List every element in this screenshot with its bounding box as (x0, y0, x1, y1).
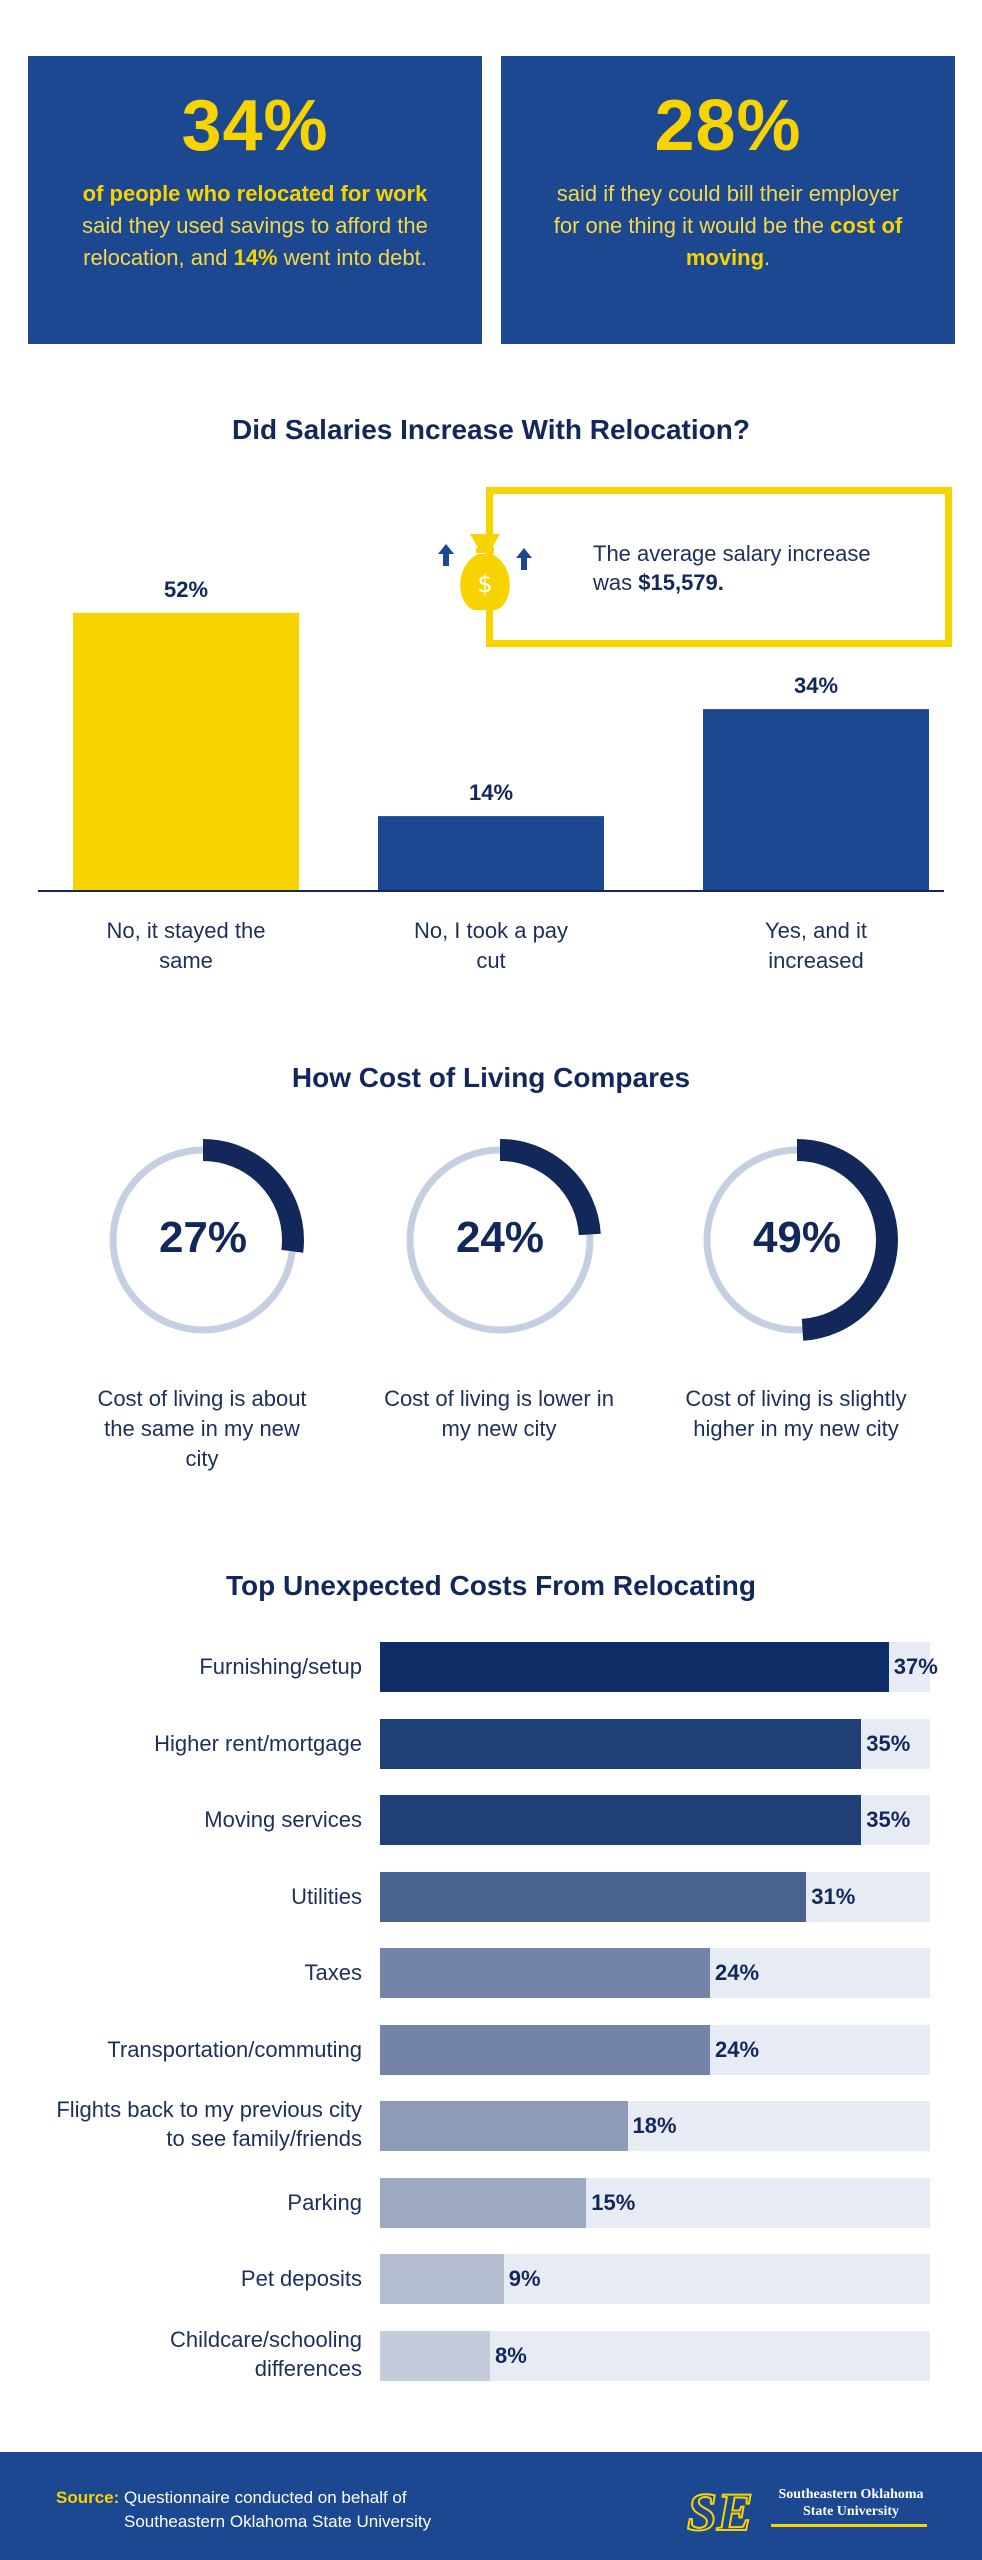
cost-category-label: Furnishing/setup (199, 1654, 362, 1679)
cost-bar (380, 1795, 862, 1845)
stat-savings-value: 34% (181, 86, 329, 166)
cost-percent: 15% (591, 2190, 636, 2215)
stat-savings-part-3: 14% (233, 245, 278, 270)
stat-bill-part-2: cost of moving (685, 213, 903, 270)
cost-category-label: Moving services (204, 1807, 362, 1832)
callout-value: $15,579. (638, 570, 724, 595)
donut-arc (102, 1139, 304, 1341)
salary-category-label: No, it stayed the same (106, 918, 266, 973)
se-monogram-letters: SE (687, 2482, 753, 2542)
donut-arc (399, 1139, 601, 1341)
logo-line-2: State University (802, 2504, 900, 2519)
cost-percent: 37% (893, 1654, 938, 1679)
cost-bar-track: 35% (380, 1719, 930, 1769)
footer: Source: Questionnaire conducted on behal… (0, 2452, 982, 2560)
cost-percent: 35% (866, 1731, 911, 1756)
cost-percent: 35% (866, 1807, 911, 1832)
cost-bar (380, 2254, 504, 2304)
cost-bar (380, 1948, 710, 1998)
salary-bar (378, 816, 604, 891)
stat-savings-part-2: said they used savings to afford the rel… (82, 213, 428, 270)
cost-bar (380, 2101, 628, 2151)
donut-caption: Cost of living is about the same in my n… (97, 1386, 307, 1471)
salary-bar (73, 612, 299, 891)
source-note: Source: Questionnaire conducted on behal… (56, 2486, 431, 2534)
source-key: Source: (56, 2488, 120, 2507)
cost-bar-track: 35% (380, 1795, 930, 1845)
cost-percent: 9% (508, 2266, 541, 2291)
cost-category-label: Utilities (291, 1884, 362, 1909)
donut-percent: 27% (158, 1213, 248, 1262)
costs-section-title: Top Unexpected Costs From Relocating (226, 1570, 756, 1601)
cost-bar (380, 1719, 862, 1769)
cost-percent: 31% (811, 1884, 856, 1909)
cost-category-label: Pet deposits (240, 2266, 362, 2291)
cost-bar-track: 31% (380, 1872, 930, 1922)
cost-of-living-donut: 24% (395, 1135, 605, 1345)
cost-bar-track: 37% (380, 1642, 938, 1692)
col-section-title: How Cost of Living Compares (291, 1062, 691, 1093)
salary-bar-chart: 52% 14% 34% (38, 577, 944, 892)
cost-category-label: Transportation/commuting (107, 2037, 362, 2062)
stat-box-savings: 34% of people who relocated for work sai… (28, 56, 482, 344)
cost-percent: 18% (632, 2113, 677, 2138)
cost-percent: 24% (715, 1960, 760, 1985)
cost-category-label: Flights back to my previous city to see … (56, 2097, 362, 2151)
cost-percent: 24% (715, 2037, 760, 2062)
salary-bar (703, 709, 929, 891)
stat-bill-part-3: . (764, 245, 771, 270)
donut-ring (399, 1139, 601, 1341)
salary-category-label: Yes, and it increased (765, 918, 867, 973)
logo-underline (771, 2524, 927, 2527)
donut-percent: 24% (455, 1213, 545, 1262)
logo-line-1: Southeastern Oklahoma (778, 2487, 924, 2502)
donut-arc (696, 1139, 898, 1341)
cost-bar (380, 2331, 490, 2381)
callout-label: The average salary increase was (593, 541, 871, 595)
stat-box-bill-employer: 28% said if they could bill their employ… (501, 56, 955, 344)
stat-savings-text: of people who relocated for work said th… (70, 178, 440, 274)
salary-section-title: Did Salaries Increase With Relocation? (232, 414, 750, 445)
salary-bar-value-label: 14% (469, 780, 513, 805)
university-logo: SE Southeastern Oklahoma State Universit… (683, 2478, 943, 2542)
donut-ring (696, 1139, 898, 1341)
cost-bar-track: 15% (380, 2178, 930, 2228)
stat-bill-text: said if they could bill their employer f… (543, 178, 913, 274)
salary-callout: The average salary increase was $15,579. (486, 487, 952, 647)
salary-bar-value-label: 52% (164, 577, 208, 602)
donut-ring (102, 1139, 304, 1341)
stat-savings-part-1: of people who relocated for work (82, 181, 428, 206)
stat-bill-value: 28% (654, 86, 802, 166)
logo-text: Southeastern Oklahoma State University (771, 2486, 931, 2520)
stat-bill-part-1: said if they could bill their employer f… (553, 181, 900, 238)
cost-of-living-donut: 27% (98, 1135, 308, 1345)
source-line-1: Questionnaire conducted on behalf of (119, 2488, 407, 2507)
cost-bar-track: 24% (380, 1948, 930, 1998)
cost-category-label: Parking (287, 2190, 362, 2215)
stat-savings-part-4: went into debt. (277, 245, 427, 270)
donut-percent: 49% (752, 1213, 842, 1262)
cost-category-label: Higher rent/mortgage (154, 1731, 362, 1756)
cost-category-label: Childcare/schooling differences (170, 2327, 362, 2381)
cost-bar (380, 1642, 889, 1692)
cost-bar-track: 8% (380, 2331, 930, 2381)
cost-bar (380, 1872, 807, 1922)
cost-of-living-donut: 49% (692, 1135, 902, 1345)
cost-percent: 8% (495, 2343, 527, 2368)
cost-bar (380, 2178, 587, 2228)
cost-bar-track: 24% (380, 2025, 930, 2075)
cost-bar-track: 18% (380, 2101, 930, 2151)
salary-category-label: No, I took a pay cut (413, 918, 569, 973)
salary-bar-value-label: 34% (794, 673, 838, 698)
svg-text:$: $ (477, 570, 492, 598)
money-bag-icon: $ (438, 534, 532, 610)
cost-category-label: Taxes (304, 1960, 362, 1985)
callout-text: The average salary increase was $15,579. (593, 539, 913, 597)
donut-caption: Cost of living is slightly higher in my … (685, 1386, 907, 1441)
cost-bar-track: 9% (380, 2254, 930, 2304)
cost-bar (380, 2025, 710, 2075)
source-line-2: Southeastern Oklahoma State University (124, 2512, 432, 2531)
se-monogram: SE (686, 2481, 754, 2542)
donut-caption: Cost of living is lower in my new city (384, 1386, 614, 1441)
